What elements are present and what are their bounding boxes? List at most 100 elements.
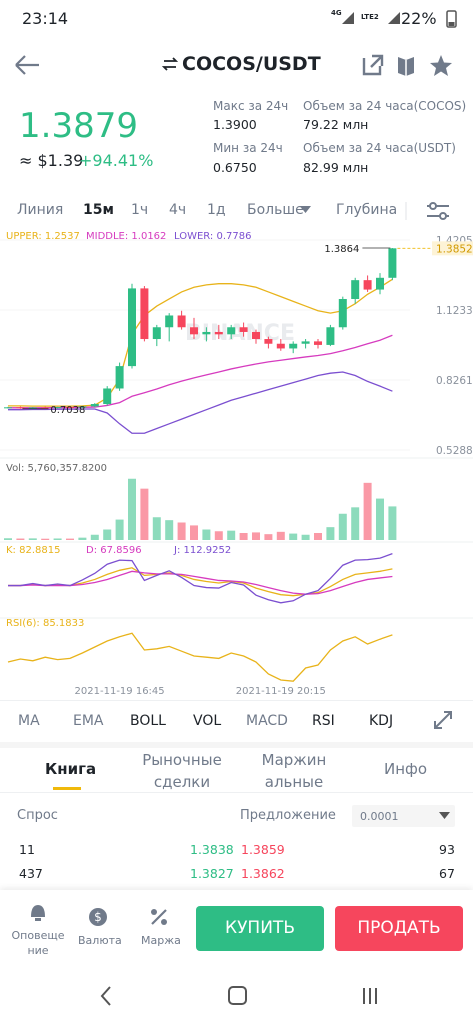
indicator-line	[8, 334, 393, 409]
candle-body	[202, 331, 211, 335]
candle-body	[41, 407, 50, 409]
chart-settings[interactable]	[405, 198, 455, 224]
ask-amount: 67	[439, 866, 455, 881]
legend-entry: RSI(6): 85.1833	[6, 618, 84, 629]
indicator-line	[8, 567, 393, 597]
header-actions[interactable]	[360, 52, 460, 78]
stat-value: 0.6750	[213, 160, 257, 175]
volume-bar	[214, 531, 223, 540]
candle-body	[239, 327, 248, 332]
y-tick-label: 1.1233	[436, 305, 473, 317]
indicator-tab[interactable]: BOLL	[130, 713, 166, 729]
indicator-tab[interactable]: RSI	[312, 713, 335, 729]
volume-bar	[190, 525, 198, 540]
volume-bar	[28, 538, 37, 540]
candle-body	[66, 407, 74, 409]
volume-bar	[289, 533, 298, 540]
stat-label: Объем за 24 часа(USDT)	[303, 141, 456, 155]
nav-home[interactable]	[228, 986, 247, 1005]
bid-price: 1.3827	[190, 866, 234, 881]
ask-amount: 93	[439, 842, 455, 857]
volume-bar	[140, 488, 149, 540]
status-time: 23:14	[22, 9, 69, 28]
candle-body	[289, 343, 298, 349]
candle-body	[28, 407, 37, 409]
volume-bar	[152, 517, 161, 540]
nav-back[interactable]	[100, 986, 111, 1006]
interval-tab[interactable]: Больше	[247, 202, 304, 218]
candle-body	[351, 280, 360, 299]
bid-header: Спрос	[17, 808, 58, 823]
candle-body	[376, 277, 384, 290]
dropdown-arrow[interactable]	[439, 812, 451, 820]
nav-recents[interactable]	[363, 988, 377, 1004]
margin-label[interactable]: Маржа	[141, 934, 181, 947]
min-label: 0.7038	[50, 405, 85, 416]
candle-body	[128, 288, 136, 367]
bid-amount: 437	[19, 866, 43, 881]
signal-icons	[342, 12, 400, 24]
ask-price: 1.3859	[241, 842, 285, 857]
price-change: +94.41%	[79, 151, 154, 170]
legend-entry: K: 82.8815	[6, 545, 60, 556]
swap-icon[interactable]	[162, 57, 178, 71]
alert-label[interactable]: Оповещение	[11, 929, 65, 957]
indicator-tab[interactable]: EMA	[73, 713, 104, 729]
candle-body	[326, 327, 335, 345]
indicator-tab[interactable]: MACD	[246, 713, 288, 729]
interval-tab[interactable]: Линия	[17, 202, 64, 218]
pair-title[interactable]: COCOS/USDT	[182, 53, 321, 75]
ask-price: 1.3862	[241, 866, 285, 881]
sell-button[interactable]: ПРОДАТЬ	[335, 906, 463, 951]
indicator-tab[interactable]: MA	[18, 713, 40, 729]
stat-value: 82.99 млн	[303, 160, 369, 175]
candle-body	[177, 315, 186, 328]
stat-value: 79.22 млн	[303, 117, 369, 132]
currency-icon[interactable]: $	[87, 906, 109, 928]
interval-tab[interactable]: Глубина	[336, 202, 398, 218]
indicator-line	[8, 278, 393, 407]
indicator-tab[interactable]: KDJ	[369, 713, 394, 729]
interval-tab[interactable]: 4ч	[169, 202, 187, 218]
volume-bar	[227, 530, 236, 540]
precision-value[interactable]: 0.0001	[360, 810, 399, 823]
book-tab[interactable]: Книга	[45, 760, 97, 778]
divider	[0, 792, 473, 793]
volume-bar	[276, 531, 285, 540]
margin-icon[interactable]	[148, 906, 170, 928]
candle-body	[140, 288, 149, 340]
alert-icon[interactable]	[27, 901, 49, 923]
interval-tab[interactable]: 15м	[83, 202, 114, 218]
precision-select[interactable]	[352, 805, 455, 827]
tab-indicator	[53, 787, 81, 790]
battery-icon	[446, 10, 457, 28]
candle-body	[301, 341, 310, 344]
fullscreen-button[interactable]	[433, 710, 453, 730]
last-price-label: 1.3852	[436, 243, 473, 255]
stat-label: Объем за 24 часа(COCOS)	[303, 99, 467, 113]
book-tab[interactable]: Инфо	[384, 760, 428, 778]
dropdown-arrow[interactable]	[300, 206, 312, 214]
stat-value: 1.3900	[213, 117, 257, 132]
buy-button[interactable]: КУПИТЬ	[196, 906, 324, 951]
indicator-tab[interactable]: VOL	[193, 713, 222, 729]
candle-body	[90, 404, 99, 407]
book-tab[interactable]: Маржинальные	[261, 751, 327, 791]
volume-bar	[165, 520, 174, 540]
book-tab[interactable]: Рыночные сделки	[142, 751, 222, 791]
interval-tab[interactable]: 1ч	[131, 202, 149, 218]
volume-bar	[351, 507, 360, 540]
indicator-bar	[0, 700, 473, 742]
volume-bar	[338, 513, 347, 540]
currency-label[interactable]: Валюта	[78, 934, 122, 947]
volume-bar	[314, 533, 322, 540]
usd-price: ≈ $1.39	[19, 151, 84, 170]
last-price: 1.3879	[19, 106, 138, 146]
back-button[interactable]	[12, 52, 42, 78]
volume-bar	[264, 534, 273, 540]
candle-body	[103, 388, 112, 405]
interval-tab[interactable]: 1д	[207, 202, 226, 218]
legend-entry: LOWER: 0.7786	[174, 231, 251, 242]
